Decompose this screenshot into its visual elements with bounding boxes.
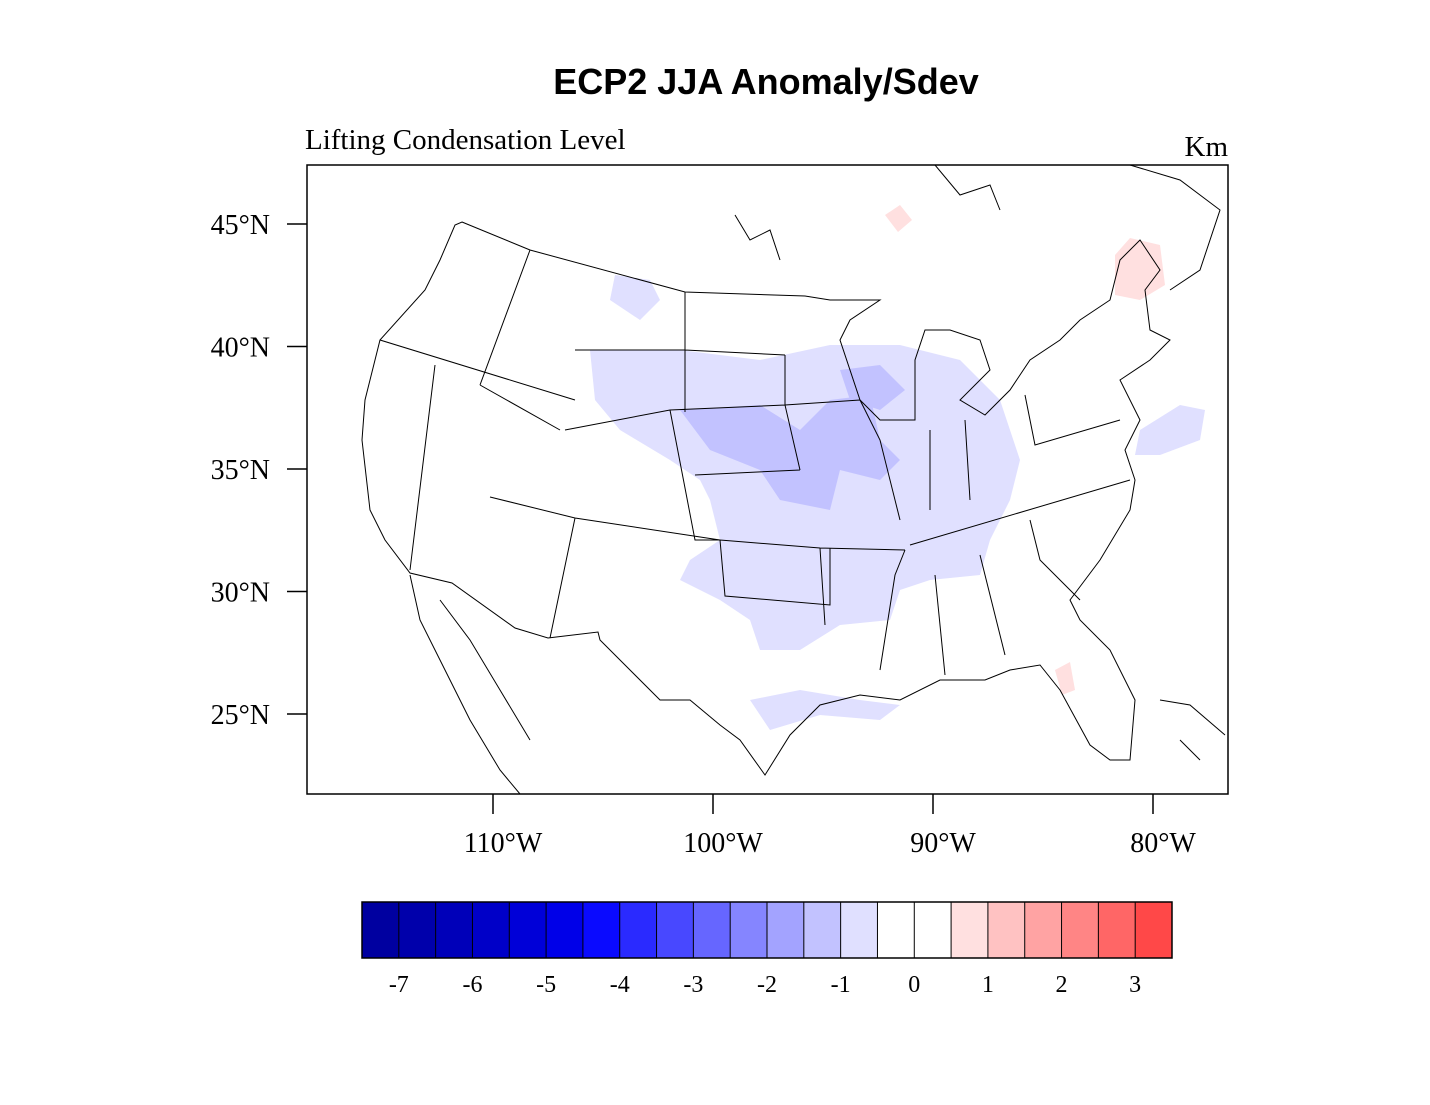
coastlines (409, 165, 1226, 794)
anomaly-shading (590, 205, 1205, 730)
colorbar-box (803, 902, 841, 958)
colorbar-box (1098, 902, 1136, 958)
colorbar-box (840, 902, 878, 958)
colorbar-label: 0 (908, 972, 920, 998)
state-lines (379, 249, 1131, 676)
lon-tick-label: 100°W (683, 828, 763, 859)
lon-tick-label: 80°W (1130, 828, 1196, 859)
anomaly-area (885, 205, 912, 232)
colorbar-frame (361, 901, 1173, 959)
anomaly-area (750, 690, 900, 730)
colorbar-box (1061, 902, 1099, 958)
colorbar-label: 2 (1056, 972, 1068, 998)
colorbar-label: -2 (757, 972, 777, 998)
anomaly-area (1115, 238, 1165, 300)
colorbar: -7 -6 -5 -4 -3 -2 -1 0 1 2 3 (361, 901, 1173, 998)
colorbar-label: 3 (1129, 972, 1141, 998)
map (306, 164, 1229, 795)
anomaly-area (1135, 405, 1205, 455)
lat-tick-label: 40°N (211, 333, 270, 364)
colorbar-label: -5 (536, 972, 556, 998)
us-outline (361, 221, 1171, 776)
colorbar-box (362, 902, 399, 958)
lon-tick-label: 90°W (910, 828, 976, 859)
anomaly-area (610, 275, 660, 320)
map-frame (306, 164, 1229, 795)
colorbar-box (987, 902, 1025, 958)
lat-tick-label: 30°N (211, 578, 270, 609)
lat-tick-label: 35°N (211, 455, 270, 486)
map-ticks: 45°N 40°N 35°N 30°N 25°N 110°W 100°W 90°W 80°W (211, 210, 1197, 859)
anomaly-area (680, 395, 900, 510)
coastlines (361, 165, 1226, 794)
colorbar-box (509, 902, 547, 958)
anomaly-area (1055, 662, 1075, 695)
colorbar-label: -1 (831, 972, 851, 998)
lat-tick-label: 25°N (211, 700, 270, 731)
colorbar-label: -3 (683, 972, 703, 998)
lat-tick-label: 45°N (211, 210, 270, 241)
colorbar-box (877, 902, 915, 958)
left-label: Lifting Condensation Level (305, 124, 626, 156)
title: ECP2 JJA Anomaly/Sdev (553, 61, 979, 102)
colorbar-box (546, 902, 583, 958)
colorbar-box (730, 902, 767, 958)
colorbar-box (398, 902, 436, 958)
colorbar-box (1024, 902, 1062, 958)
colorbar-box (619, 902, 657, 958)
colorbar-box (472, 902, 510, 958)
colorbar-box (914, 902, 952, 958)
lon-tick-label: 110°W (464, 828, 543, 859)
anomaly-area (840, 365, 905, 410)
colorbar-box (656, 902, 694, 958)
colorbar-label: -6 (462, 972, 482, 998)
colorbar-label: -4 (610, 972, 630, 998)
colorbar-box (693, 902, 731, 958)
right-label: Km (1185, 131, 1229, 163)
colorbar-label: -7 (389, 972, 409, 998)
colorbar-box (582, 902, 620, 958)
colorbar-box (951, 902, 988, 958)
colorbar-box (767, 902, 804, 958)
colorbar-box (435, 902, 473, 958)
colorbar-box (1135, 902, 1172, 958)
colorbar-label: 1 (982, 972, 994, 998)
